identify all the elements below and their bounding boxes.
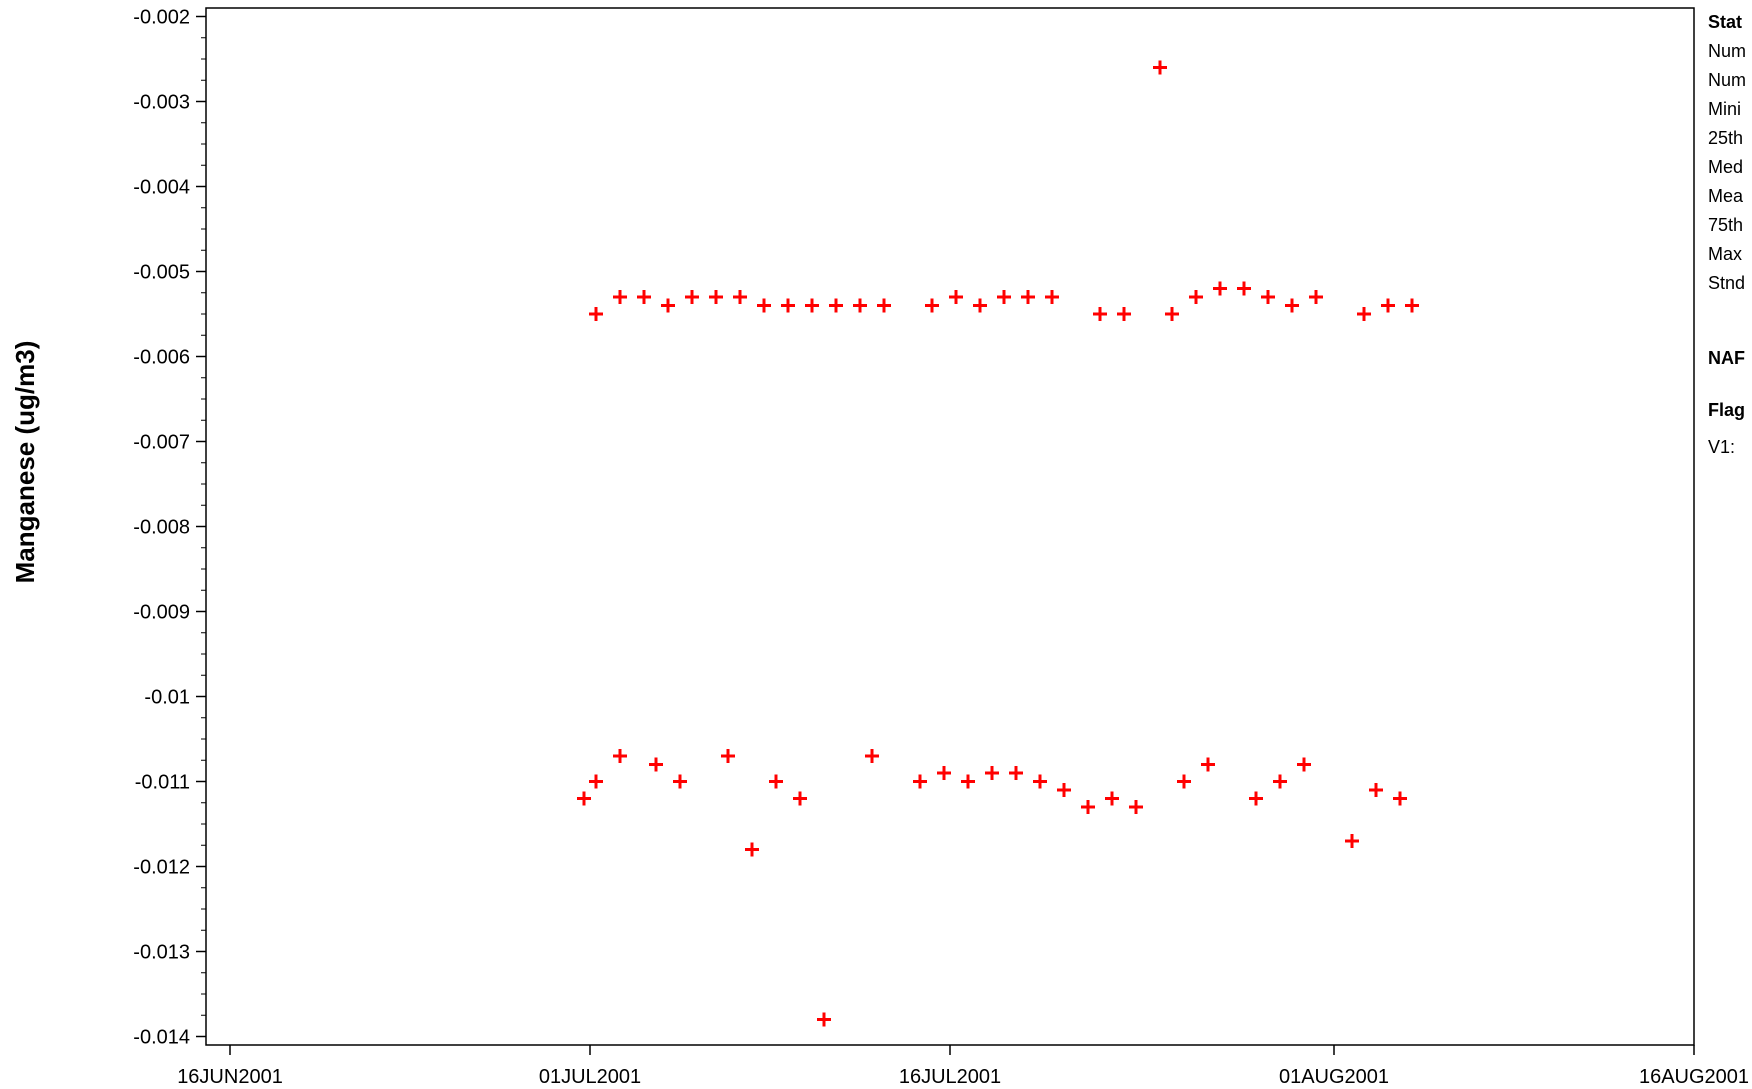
data-point (1033, 774, 1047, 789)
data-point (1153, 60, 1167, 75)
y-tick-label: -0.013 (133, 942, 190, 964)
data-point (781, 298, 795, 313)
data-point (829, 298, 843, 313)
data-point (949, 290, 963, 304)
data-point (1369, 783, 1383, 797)
data-point (1309, 290, 1323, 304)
data-point (937, 766, 951, 780)
data-points (577, 60, 1419, 1027)
stats-line: Num (1708, 41, 1747, 61)
data-point (913, 774, 927, 789)
data-point (1129, 800, 1143, 814)
data-point (769, 774, 783, 789)
x-axis: 16JUN2001 01JUL2001 16JUL2001 01AUG2001 16AU… (177, 1045, 1749, 1088)
data-point (577, 791, 591, 806)
data-point (637, 290, 651, 304)
data-point (685, 290, 699, 304)
data-point (1177, 774, 1191, 789)
stats-line: Mini (1708, 99, 1742, 119)
y-tick-label: -0.014 (133, 1027, 190, 1049)
x-tick-label: 01AUG2001 (1279, 1066, 1389, 1088)
data-point (1093, 307, 1107, 321)
data-point (733, 290, 747, 304)
data-point (1009, 766, 1023, 780)
data-point (1165, 307, 1179, 321)
stats-line: Stnd (1708, 273, 1746, 293)
y-tick-label: -0.004 (133, 177, 190, 199)
y-tick-label: -0.01 (144, 687, 190, 709)
data-point (1201, 757, 1215, 772)
data-point (961, 774, 975, 789)
data-point (1261, 290, 1275, 304)
flag-heading: Flag (1708, 400, 1746, 420)
data-point (1237, 281, 1251, 296)
data-point (1249, 791, 1263, 806)
naaqs-heading: NAF (1708, 348, 1745, 368)
y-tick-label: -0.009 (133, 602, 190, 624)
data-point (673, 774, 687, 789)
data-point (1213, 281, 1227, 296)
y-tick-label: -0.008 (133, 517, 190, 539)
y-tick-label: -0.012 (133, 857, 190, 879)
data-point (649, 757, 663, 772)
data-point (613, 749, 627, 763)
stats-line: Mea (1708, 186, 1744, 206)
data-point (925, 298, 939, 313)
x-tick-label: 16JUN2001 (177, 1066, 283, 1088)
y-tick-label: -0.007 (133, 432, 190, 454)
data-point (877, 298, 891, 313)
data-point (1273, 774, 1287, 789)
y-axis-title: Manganese (ug/m3) (10, 341, 40, 584)
y-tick-label: -0.002 (133, 7, 190, 29)
stats-line: 25th (1708, 128, 1744, 148)
y-tick-label: -0.005 (133, 262, 190, 284)
data-point (589, 307, 603, 321)
data-point (1105, 791, 1119, 806)
data-point (997, 290, 1011, 304)
data-point (1021, 290, 1035, 304)
x-tick-label: 16JUL2001 (899, 1066, 1001, 1088)
data-point (589, 774, 603, 789)
data-point (613, 290, 627, 304)
stats-line: Num (1708, 70, 1747, 90)
data-point (1189, 290, 1203, 304)
x-tick-label: 16AUG2001 (1639, 1066, 1749, 1088)
data-point (973, 298, 987, 313)
data-point (1393, 791, 1407, 806)
data-point (721, 749, 735, 763)
data-point (805, 298, 819, 313)
data-point (1297, 757, 1311, 772)
y-axis: -0.002 -0.003 -0.004 -0.005 -0.006 -0.007 -0.0… (133, 7, 206, 1049)
data-point (853, 298, 867, 313)
data-point (745, 842, 759, 857)
data-point (757, 298, 771, 313)
data-point (1405, 298, 1419, 313)
data-point (709, 290, 723, 304)
y-tick-label: -0.006 (133, 347, 190, 369)
data-point (1381, 298, 1395, 313)
y-tick-label: -0.003 (133, 92, 190, 114)
stats-heading: Stat (1708, 12, 1743, 32)
data-point (985, 766, 999, 780)
data-point (793, 791, 807, 806)
stats-line: Max (1708, 244, 1743, 264)
flag-line: V1: (1708, 437, 1736, 457)
data-point (1057, 783, 1071, 797)
data-point (817, 1012, 831, 1027)
statistics-panel: Stat Num Num Mini 25th Med Mea 75th Max … (1708, 8, 1752, 408)
data-point (1045, 290, 1059, 304)
y-tick-label: -0.011 (135, 772, 190, 794)
stats-line: 75th (1708, 215, 1744, 235)
data-point (661, 298, 675, 313)
data-point (865, 749, 879, 763)
stats-line: Med (1708, 157, 1744, 177)
data-point (1081, 800, 1095, 814)
data-point (1345, 834, 1359, 848)
x-tick-label: 01JUL2001 (539, 1066, 641, 1088)
data-point (1357, 307, 1371, 321)
data-point (1285, 298, 1299, 313)
data-point (1117, 307, 1131, 321)
plot-frame (205, 7, 1695, 1046)
